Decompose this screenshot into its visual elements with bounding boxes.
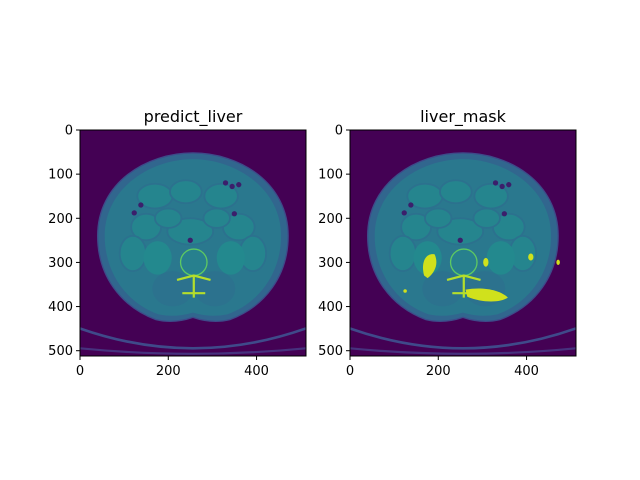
tick-label: 200 (48, 212, 73, 227)
organ (154, 207, 183, 229)
vertebra (449, 248, 478, 277)
organ (388, 234, 418, 273)
panel-title: predict_liver (144, 107, 243, 127)
tick-label: 500 (48, 344, 73, 359)
mask-region (403, 289, 407, 293)
air-pocket (457, 237, 463, 243)
air-pocket (506, 182, 512, 188)
table-line (80, 347, 306, 355)
table-line (350, 347, 576, 355)
organ (202, 207, 231, 229)
x-axis: 0 200 400 (76, 356, 269, 379)
axes-frame (349, 129, 577, 357)
air-pocket (492, 180, 499, 186)
panel-predict-liver: predict_liver 0 100 200 300 400 500 0 200 400 (48, 107, 307, 379)
organ (424, 207, 453, 229)
tick-label: 400 (244, 364, 269, 379)
tick-label: 200 (318, 212, 343, 227)
spine-bone (176, 274, 211, 298)
kidney-right (486, 241, 515, 275)
organ (118, 234, 148, 273)
tick-label: 200 (426, 364, 451, 379)
tick-label: 0 (76, 364, 84, 379)
kidney-right (216, 241, 245, 275)
muscle-left (152, 271, 193, 307)
organ (169, 179, 203, 205)
organ (439, 179, 473, 205)
tick-label: 100 (318, 168, 343, 183)
air-pocket (131, 210, 137, 216)
mask-region (465, 288, 508, 302)
organ (472, 207, 501, 229)
air-pocket (499, 183, 505, 190)
air-pocket (187, 237, 193, 243)
tick-label: 300 (48, 256, 73, 271)
muscle-right (194, 271, 236, 307)
mask-region (556, 259, 560, 265)
air-pocket (401, 210, 407, 216)
tick-label: 400 (514, 364, 539, 379)
tick-label: 0 (346, 364, 354, 379)
tick-label: 300 (318, 256, 343, 271)
tick-label: 100 (48, 168, 73, 183)
table-line (350, 327, 576, 350)
tick-label: 400 (48, 300, 73, 315)
muscle-left (422, 271, 463, 307)
vertebra (179, 248, 208, 277)
tick-label: 0 (335, 124, 343, 139)
x-axis: 0 200 400 (346, 356, 539, 379)
mask-region (483, 257, 489, 267)
air-pocket (501, 211, 507, 217)
axes-frame (79, 129, 307, 357)
mask-region (422, 254, 437, 279)
y-axis: 0 100 200 300 400 500 (318, 124, 350, 359)
air-pocket (408, 202, 414, 208)
air-pocket (231, 211, 237, 217)
y-axis: 0 100 200 300 400 500 (48, 124, 80, 359)
tick-label: 400 (318, 300, 343, 315)
mask-region (528, 253, 534, 261)
ct-image (80, 130, 306, 356)
tick-label: 0 (65, 124, 73, 139)
panel-liver-mask: liver_mask 0 100 200 300 400 500 0 200 400 (318, 107, 577, 379)
air-pocket (229, 183, 235, 190)
air-pocket (222, 180, 229, 186)
ct-image (350, 130, 576, 356)
tick-label: 200 (156, 364, 181, 379)
tick-label: 500 (318, 344, 343, 359)
panel-title: liver_mask (420, 107, 507, 127)
kidney-left (143, 241, 172, 275)
air-pocket (236, 182, 242, 188)
table-line (80, 327, 306, 350)
air-pocket (138, 202, 144, 208)
